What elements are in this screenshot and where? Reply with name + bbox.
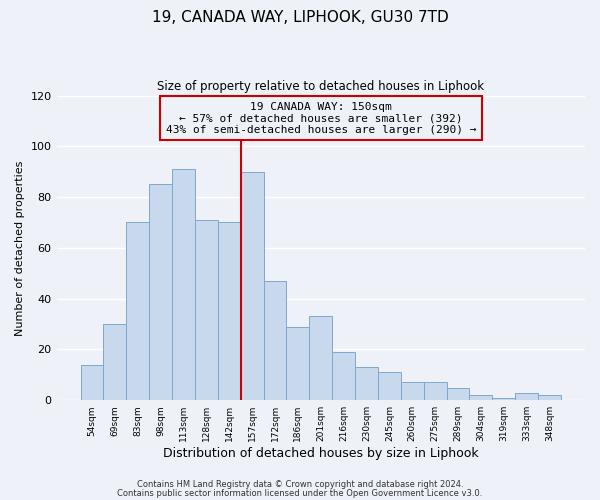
Text: Contains public sector information licensed under the Open Government Licence v3: Contains public sector information licen… xyxy=(118,488,482,498)
Bar xyxy=(469,395,493,400)
Bar xyxy=(195,220,218,400)
Bar xyxy=(493,398,515,400)
Bar xyxy=(263,281,286,400)
Bar xyxy=(355,367,378,400)
Text: 19 CANADA WAY: 150sqm
← 57% of detached houses are smaller (392)
43% of semi-det: 19 CANADA WAY: 150sqm ← 57% of detached … xyxy=(166,102,476,135)
Bar xyxy=(515,392,538,400)
Bar xyxy=(80,364,103,400)
Bar xyxy=(538,395,561,400)
Bar xyxy=(127,222,149,400)
Bar xyxy=(446,388,469,400)
Bar xyxy=(241,172,263,400)
Bar xyxy=(332,352,355,400)
Bar xyxy=(149,184,172,400)
Text: Contains HM Land Registry data © Crown copyright and database right 2024.: Contains HM Land Registry data © Crown c… xyxy=(137,480,463,489)
Bar xyxy=(310,316,332,400)
Text: 19, CANADA WAY, LIPHOOK, GU30 7TD: 19, CANADA WAY, LIPHOOK, GU30 7TD xyxy=(152,10,448,25)
Bar xyxy=(218,222,241,400)
X-axis label: Distribution of detached houses by size in Liphook: Distribution of detached houses by size … xyxy=(163,447,479,460)
Bar xyxy=(378,372,401,400)
Y-axis label: Number of detached properties: Number of detached properties xyxy=(15,160,25,336)
Bar xyxy=(172,169,195,400)
Bar xyxy=(401,382,424,400)
Title: Size of property relative to detached houses in Liphook: Size of property relative to detached ho… xyxy=(157,80,484,93)
Bar xyxy=(286,326,310,400)
Bar xyxy=(103,324,127,400)
Bar xyxy=(424,382,446,400)
